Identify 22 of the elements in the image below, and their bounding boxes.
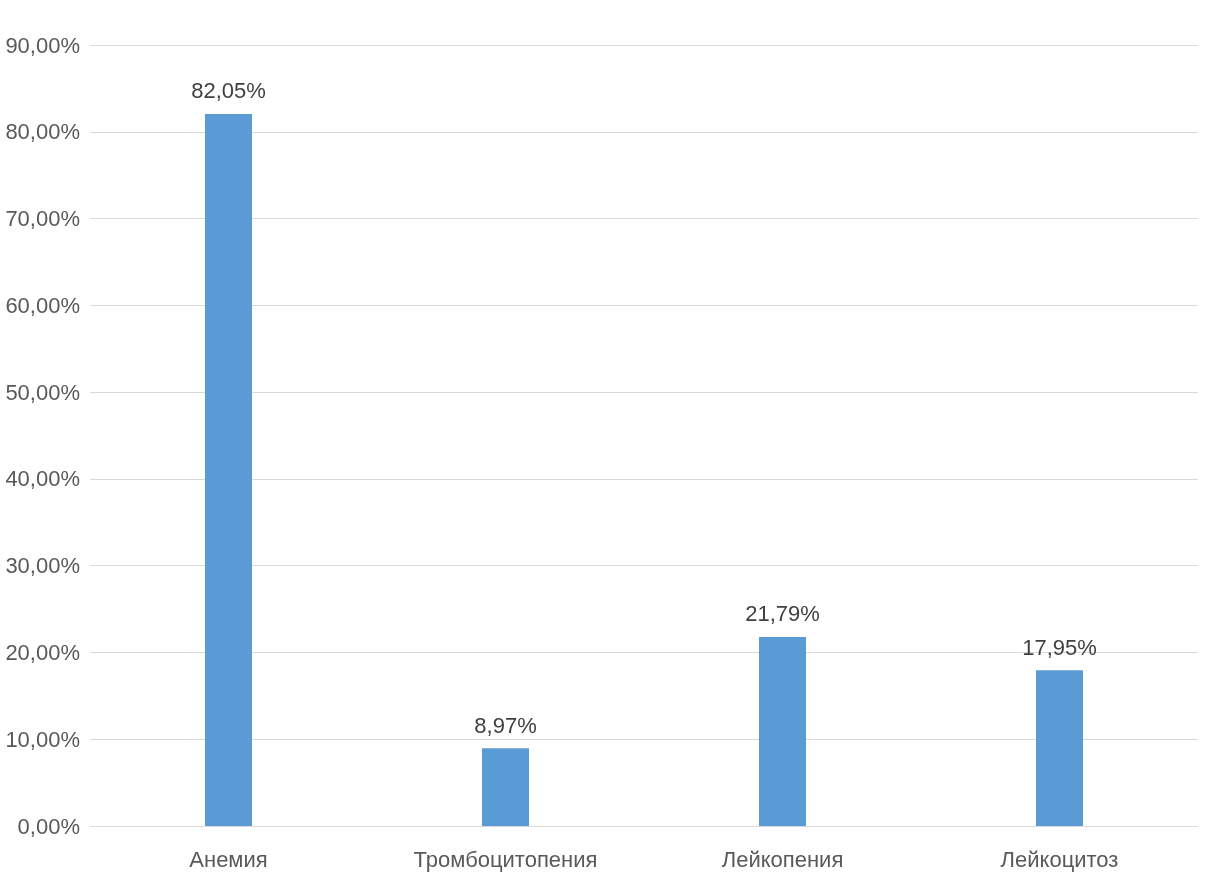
data-label: 82,05% (191, 78, 266, 104)
y-tick-label: 90,00% (5, 32, 80, 58)
y-tick-label: 30,00% (5, 553, 80, 579)
data-label: 17,95% (1022, 634, 1097, 660)
y-tick-label: 40,00% (5, 466, 80, 492)
bar (205, 113, 252, 826)
y-tick-label: 60,00% (5, 292, 80, 318)
bar (1036, 670, 1083, 826)
bar (482, 748, 529, 826)
y-tick-label: 0,00% (17, 813, 80, 839)
x-tick-label: Тромбоцитопения (413, 846, 598, 872)
x-tick-label: Анемия (189, 846, 268, 872)
y-tick-label: 70,00% (5, 206, 80, 232)
x-tick-label: Лейкопения (721, 846, 844, 872)
data-label: 21,79% (745, 601, 820, 627)
y-tick-label: 50,00% (5, 379, 80, 405)
data-label: 8,97% (474, 712, 537, 738)
y-tick-label: 10,00% (5, 726, 80, 752)
bar (759, 636, 806, 826)
y-tick-label: 80,00% (5, 119, 80, 145)
y-tick-label: 20,00% (5, 639, 80, 665)
x-tick-label: Лейкоцитоз (1000, 846, 1119, 872)
